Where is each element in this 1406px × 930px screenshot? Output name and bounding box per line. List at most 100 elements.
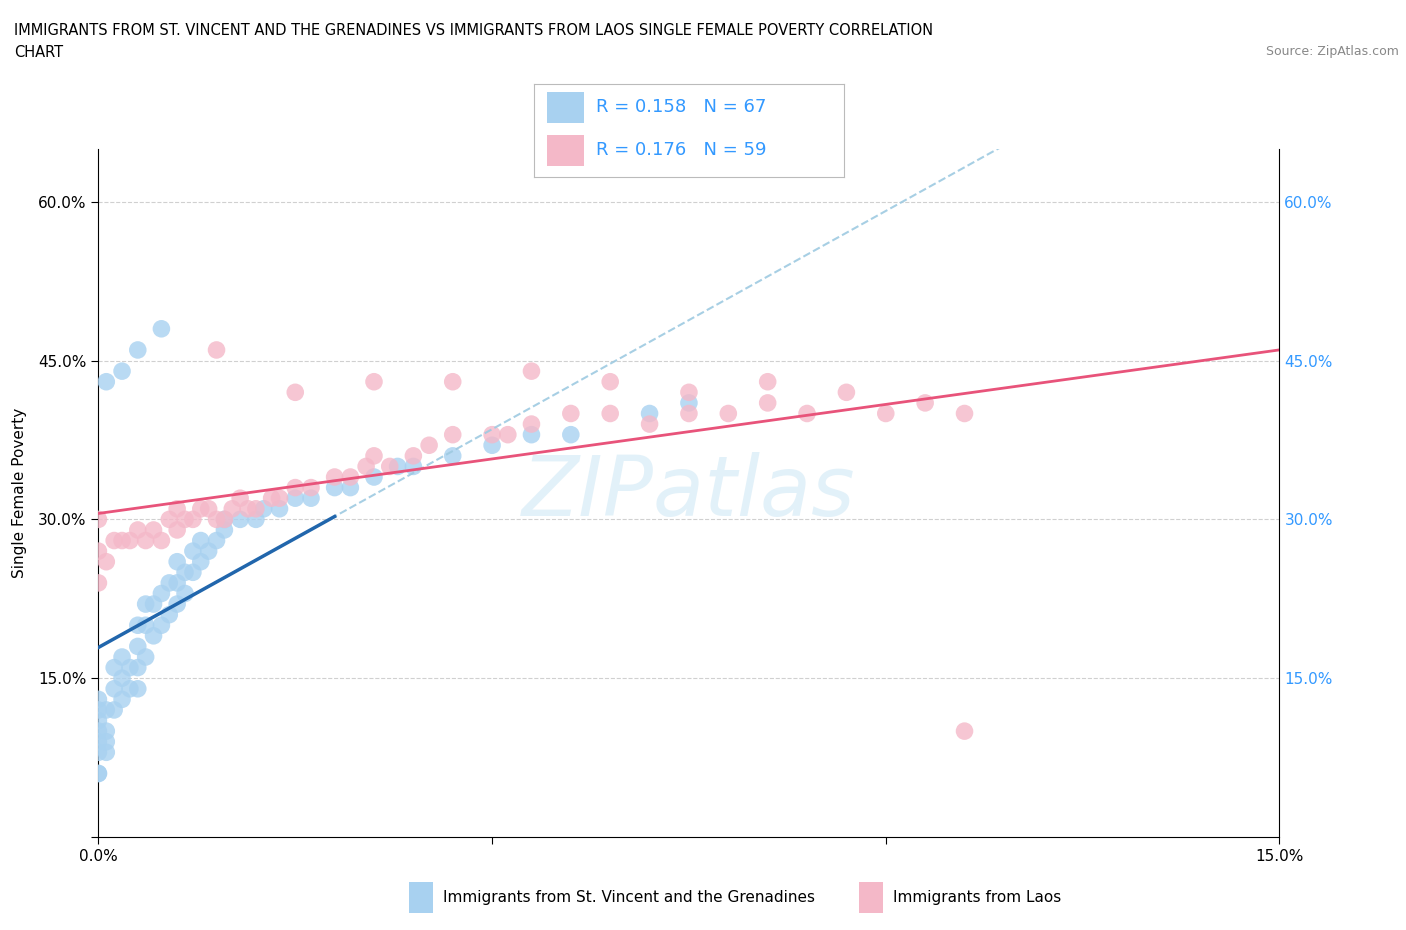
- Text: R = 0.158   N = 67: R = 0.158 N = 67: [596, 99, 766, 116]
- Point: [166, 501, 188, 516]
- Point: [299, 491, 322, 506]
- Point: [87, 512, 110, 526]
- Point: [363, 448, 385, 463]
- Text: CHART: CHART: [14, 45, 63, 60]
- Point: [118, 533, 141, 548]
- Point: [245, 512, 267, 526]
- Point: [127, 639, 149, 654]
- Point: [96, 724, 118, 738]
- Point: [87, 702, 110, 717]
- Point: [111, 649, 134, 664]
- Point: [111, 533, 134, 548]
- Point: [190, 501, 212, 516]
- Point: [157, 512, 180, 526]
- Point: [87, 713, 110, 728]
- Point: [142, 629, 165, 644]
- Point: [96, 735, 118, 750]
- Point: [638, 406, 661, 421]
- Point: [142, 597, 165, 612]
- Point: [481, 427, 503, 442]
- Point: [323, 470, 346, 485]
- Point: [260, 491, 283, 506]
- Point: [339, 480, 361, 495]
- Point: [560, 406, 582, 421]
- Point: [96, 745, 118, 760]
- Point: [638, 417, 661, 432]
- Point: [299, 480, 322, 495]
- Point: [103, 533, 125, 548]
- Point: [363, 374, 385, 389]
- Point: [323, 480, 346, 495]
- Point: [127, 682, 149, 697]
- Point: [402, 459, 425, 474]
- Point: [678, 395, 700, 410]
- Point: [118, 682, 141, 697]
- Point: [87, 692, 110, 707]
- Point: [111, 671, 134, 685]
- Point: [135, 618, 157, 632]
- Point: [87, 745, 110, 760]
- Point: [496, 427, 519, 442]
- Point: [127, 342, 149, 357]
- Point: [756, 395, 779, 410]
- Point: [221, 501, 243, 516]
- Point: [678, 406, 700, 421]
- Point: [142, 523, 165, 538]
- Point: [103, 682, 125, 697]
- Point: [378, 459, 401, 474]
- Point: [181, 565, 204, 579]
- Point: [174, 586, 197, 601]
- Point: [190, 533, 212, 548]
- Bar: [547, 135, 583, 166]
- Point: [269, 491, 291, 506]
- Bar: [547, 92, 583, 123]
- Text: R = 0.176   N = 59: R = 0.176 N = 59: [596, 141, 766, 159]
- Point: [418, 438, 440, 453]
- Point: [387, 459, 409, 474]
- Point: [205, 512, 228, 526]
- Point: [135, 597, 157, 612]
- Point: [127, 523, 149, 538]
- Point: [205, 533, 228, 548]
- Point: [118, 660, 141, 675]
- Point: [174, 512, 197, 526]
- Point: [181, 512, 204, 526]
- Point: [236, 501, 259, 516]
- Point: [520, 364, 543, 379]
- Point: [87, 766, 110, 781]
- Point: [214, 523, 236, 538]
- Point: [441, 448, 464, 463]
- Point: [953, 724, 976, 738]
- Point: [914, 395, 936, 410]
- Point: [402, 448, 425, 463]
- Y-axis label: Single Female Poverty: Single Female Poverty: [13, 407, 27, 578]
- Point: [96, 702, 118, 717]
- Point: [229, 512, 252, 526]
- Point: [339, 470, 361, 485]
- Point: [96, 374, 118, 389]
- Point: [354, 459, 377, 474]
- Point: [87, 544, 110, 559]
- Point: [150, 322, 173, 337]
- Point: [441, 427, 464, 442]
- Point: [197, 501, 219, 516]
- Point: [87, 766, 110, 781]
- Point: [253, 501, 276, 516]
- Point: [111, 692, 134, 707]
- Point: [269, 501, 291, 516]
- Point: [520, 427, 543, 442]
- Text: IMMIGRANTS FROM ST. VINCENT AND THE GRENADINES VS IMMIGRANTS FROM LAOS SINGLE FE: IMMIGRANTS FROM ST. VINCENT AND THE GREN…: [14, 23, 934, 38]
- Point: [284, 480, 307, 495]
- Point: [190, 554, 212, 569]
- Point: [678, 385, 700, 400]
- Text: Immigrants from Laos: Immigrants from Laos: [893, 890, 1062, 905]
- Point: [127, 618, 149, 632]
- Point: [87, 576, 110, 591]
- Point: [103, 702, 125, 717]
- Point: [481, 438, 503, 453]
- Point: [363, 470, 385, 485]
- Point: [87, 735, 110, 750]
- Point: [284, 491, 307, 506]
- Point: [157, 576, 180, 591]
- Point: [87, 724, 110, 738]
